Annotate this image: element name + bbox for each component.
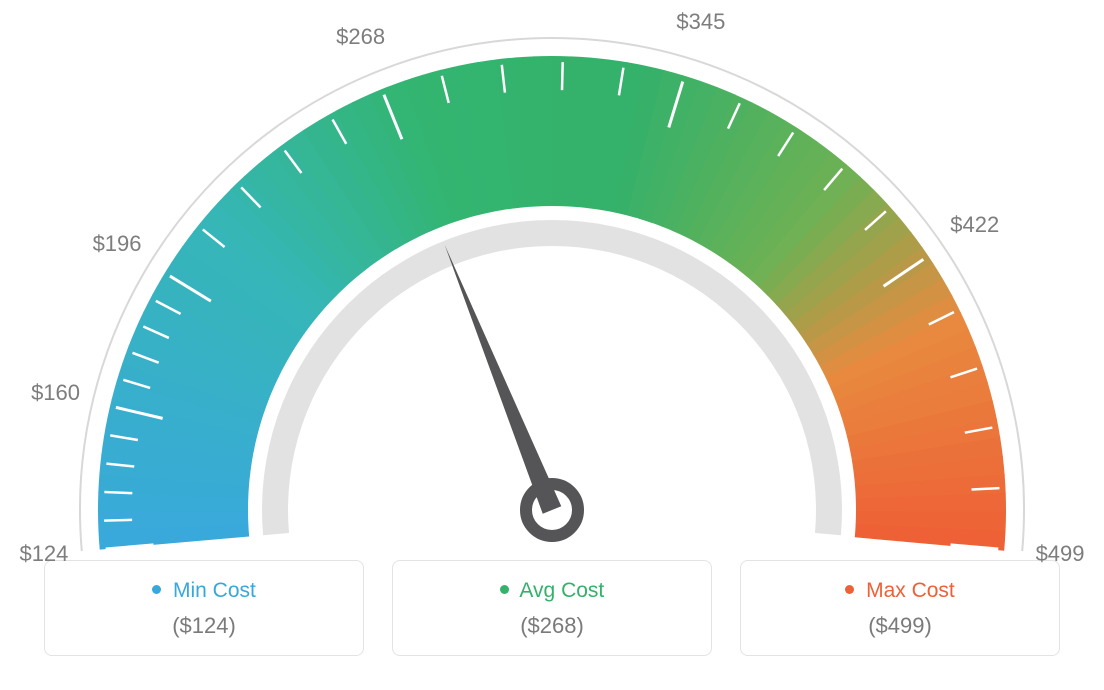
gauge-tick-label: $345 — [676, 9, 725, 35]
gauge-tick-label: $268 — [336, 24, 385, 50]
legend-value-max: ($499) — [751, 613, 1049, 639]
legend-title-min: Min Cost — [55, 579, 353, 603]
dot-icon — [845, 585, 854, 594]
legend-card-max: Max Cost ($499) — [740, 560, 1060, 656]
legend-title-avg: Avg Cost — [403, 579, 701, 603]
legend-row: Min Cost ($124) Avg Cost ($268) Max Cost… — [0, 560, 1104, 656]
dot-icon — [500, 585, 509, 594]
legend-card-avg: Avg Cost ($268) — [392, 560, 712, 656]
legend-value-min: ($124) — [55, 613, 353, 639]
gauge-tick-label: $422 — [950, 212, 999, 238]
legend-label: Min Cost — [173, 579, 256, 602]
legend-title-max: Max Cost — [751, 579, 1049, 603]
legend-card-min: Min Cost ($124) — [44, 560, 364, 656]
gauge-chart: $124$160$196$268$345$422$499 — [0, 0, 1104, 560]
legend-label: Max Cost — [866, 579, 955, 602]
gauge-svg — [0, 0, 1104, 560]
gauge-tick-label: $196 — [93, 231, 142, 257]
dot-icon — [152, 585, 161, 594]
legend-label: Avg Cost — [519, 579, 604, 602]
gauge-tick-label: $124 — [19, 541, 68, 567]
gauge-tick-label: $160 — [31, 380, 80, 406]
legend-value-avg: ($268) — [403, 613, 701, 639]
gauge-tick-label: $499 — [1036, 541, 1085, 567]
